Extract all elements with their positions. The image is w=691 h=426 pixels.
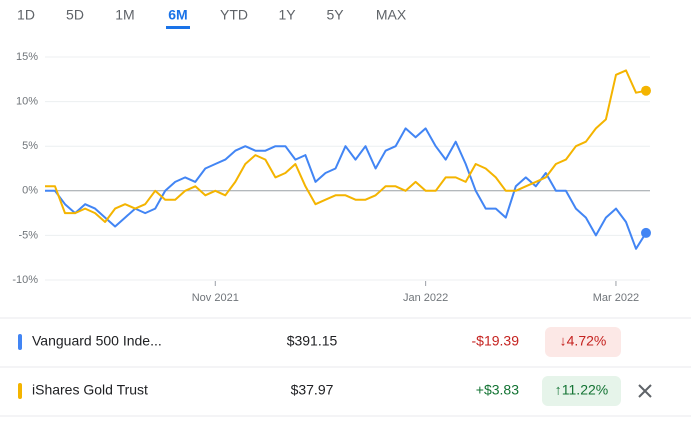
x-tick-label: Mar 2022 [593, 292, 639, 304]
range-tab[interactable]: MAX [376, 7, 407, 23]
range-tab[interactable]: 5D [66, 7, 84, 23]
range-tab[interactable]: 1Y [278, 7, 296, 23]
legend-swatch [18, 334, 22, 350]
range-tab[interactable]: 1D [17, 7, 35, 23]
series-line [45, 69, 647, 223]
y-tick-label: -5% [18, 229, 38, 241]
y-tick-label: 10% [16, 96, 38, 108]
legend-swatch [18, 383, 22, 399]
y-tick-label: 15% [16, 51, 38, 63]
range-tab[interactable]: 5Y [326, 7, 344, 23]
change-pct: ↑11.22% [555, 382, 608, 398]
y-tick-label: 0% [22, 185, 38, 197]
x-tick-label: Jan 2022 [403, 292, 448, 304]
change-pill [542, 376, 621, 406]
change-pill [545, 327, 621, 357]
change-pct: ↓4.72% [560, 333, 607, 349]
y-tick-label: 5% [22, 140, 38, 152]
range-tab[interactable]: YTD [220, 7, 248, 23]
series-name: iShares Gold Trust [32, 382, 148, 398]
price: $37.97 [291, 382, 334, 398]
y-tick-label: -10% [12, 274, 38, 286]
change: +$3.83 [476, 382, 519, 398]
change: -$19.39 [472, 333, 520, 349]
range-tab[interactable]: 6M [168, 7, 187, 23]
price: $391.15 [287, 333, 338, 349]
x-tick-label: Nov 2021 [192, 292, 239, 304]
end-dot [641, 85, 651, 96]
series-name: Vanguard 500 Inde... [32, 333, 162, 349]
tab-underline [166, 26, 190, 29]
remove-button[interactable] [638, 384, 652, 398]
end-dot [641, 227, 651, 238]
series-line [45, 127, 647, 250]
range-tab[interactable]: 1M [115, 7, 134, 23]
